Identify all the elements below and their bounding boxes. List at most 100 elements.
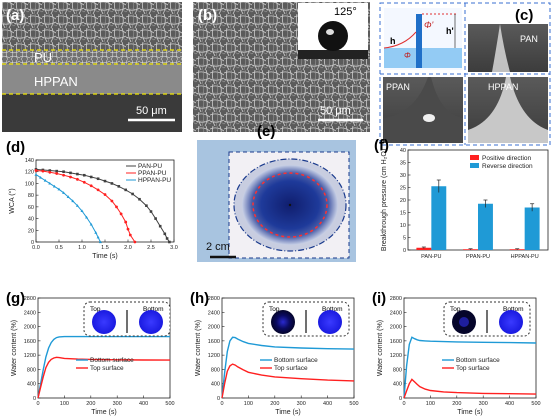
x-axis-label: Time (s) xyxy=(275,409,300,416)
x-axis-label: Time (s) xyxy=(91,409,116,416)
chart-breakthrough: 0 5 10 15 20 25 30 35 40 Breakthrough pressure (c… xyxy=(374,137,549,260)
legend-label: Top surface xyxy=(456,365,490,372)
pan-fiber-image xyxy=(468,24,548,72)
data-point xyxy=(145,204,148,207)
y-tick-label: 80 xyxy=(28,193,34,199)
y-tick-label: 0 xyxy=(217,396,220,402)
data-point xyxy=(149,210,153,213)
data-point xyxy=(71,199,75,203)
data-point xyxy=(133,240,137,244)
y-tick-label: 35 xyxy=(400,161,406,167)
series-line-hppan-pu xyxy=(35,174,101,243)
y-tick-label: 400 xyxy=(27,382,36,388)
top-surface-disk xyxy=(92,310,116,334)
data-point xyxy=(69,175,72,179)
y-tick-label: 30 xyxy=(400,173,406,179)
image-label-hppan: HPPAN xyxy=(488,82,518,92)
y-tick-label: 60 xyxy=(28,205,34,211)
legend-label: Positive direction xyxy=(482,155,532,162)
droplet xyxy=(318,21,348,51)
panel-b: 125° (b) 50 μm xyxy=(193,2,370,132)
inset-bottom-label: Bottom xyxy=(143,306,164,313)
data-point xyxy=(117,185,121,188)
legend-label: Bottom surface xyxy=(274,357,318,364)
y-tick-label: 400 xyxy=(211,382,220,388)
top-surface-disk xyxy=(271,310,295,334)
series-line-bottom-surface xyxy=(403,336,537,399)
y-tick-label: 5 xyxy=(403,236,406,242)
angle-label-phi-prime: Φ' xyxy=(424,20,434,30)
data-point xyxy=(165,237,169,240)
pu-layer-image xyxy=(2,50,182,64)
data-point xyxy=(115,205,118,209)
data-point xyxy=(103,179,107,183)
series-line-ppan-pu xyxy=(35,170,136,243)
x-category-label: HPPAN-PU xyxy=(511,254,539,260)
wicking-schematic: h h' Φ' Φ xyxy=(383,8,462,70)
y-tick-label: 1200 xyxy=(208,353,220,359)
data-point xyxy=(48,181,52,185)
chart-wca: 0 20 40 60 80 100 120 140 WCA (°) 0.0 0.5 1.0 1.5 2.0… xyxy=(6,139,178,260)
legend-label: HPPAN-PU xyxy=(138,177,171,184)
y-tick-label: 15 xyxy=(400,211,406,217)
series-line-top-surface xyxy=(403,378,537,399)
bottom-surface-disk xyxy=(318,310,342,334)
inset-top-label: Top xyxy=(450,306,461,313)
meniscus-line xyxy=(383,31,417,49)
data-point xyxy=(55,169,58,173)
y-tick-label: 0 xyxy=(403,248,406,254)
panel-label-f: (f) xyxy=(374,137,389,154)
data-point xyxy=(124,220,128,224)
y-axis-label: Water content (%) xyxy=(11,320,18,376)
outer-boundary xyxy=(233,158,347,252)
panel-label-c: (c) xyxy=(515,7,533,24)
data-point xyxy=(69,171,72,175)
data-point xyxy=(89,222,93,226)
data-point xyxy=(154,217,157,220)
data-point xyxy=(126,227,130,231)
y-tick-label: 800 xyxy=(27,367,36,373)
x-tick-label: 400 xyxy=(323,401,332,407)
ppan-meniscus xyxy=(383,77,463,143)
plot-frame xyxy=(403,297,537,399)
inset-h: Top Bottom xyxy=(262,301,350,337)
y-tick-label: 2400 xyxy=(390,310,402,316)
y-tick-label: 10 xyxy=(400,223,406,229)
x-tick-label: 300 xyxy=(479,401,488,407)
y-tick-label: 40 xyxy=(400,148,406,154)
inset-bottom-label: Bottom xyxy=(503,306,524,313)
y-tick-label: 2800 xyxy=(390,296,402,302)
data-point xyxy=(158,224,162,228)
data-point xyxy=(103,193,107,196)
height-label-h: h xyxy=(390,36,396,46)
x-axis-label: Time (s) xyxy=(457,409,482,416)
height-label-h-prime: h' xyxy=(446,26,454,36)
contact-angle-value: 125° xyxy=(334,6,357,18)
panel-label-i: (i) xyxy=(372,290,386,307)
bar-reverse-direction xyxy=(524,207,540,250)
plot-frame xyxy=(37,297,171,399)
y-tick-label: 400 xyxy=(393,382,402,388)
x-tick-label: 200 xyxy=(86,401,95,407)
data-point xyxy=(62,170,65,174)
data-point xyxy=(131,192,134,196)
image-label-pan: PAN xyxy=(520,34,538,44)
y-tick-label: 20 xyxy=(400,198,406,204)
x-tick-label: 500 xyxy=(349,401,358,407)
x-tick-label: 0.5 xyxy=(55,245,63,251)
x-tick-label: 300 xyxy=(297,401,306,407)
bottom-surface-disk xyxy=(139,310,163,334)
data-point xyxy=(48,170,52,174)
data-point xyxy=(163,232,167,236)
legend-label: Reverse direction xyxy=(482,163,533,170)
y-tick-label: 2400 xyxy=(24,310,36,316)
y-tick-label: 140 xyxy=(25,158,34,164)
bar-positive-direction xyxy=(416,247,432,250)
data-point xyxy=(96,177,100,181)
data-point xyxy=(34,173,38,176)
y-tick-label: 2000 xyxy=(208,325,220,331)
data-point xyxy=(94,231,98,234)
data-point xyxy=(83,173,86,177)
